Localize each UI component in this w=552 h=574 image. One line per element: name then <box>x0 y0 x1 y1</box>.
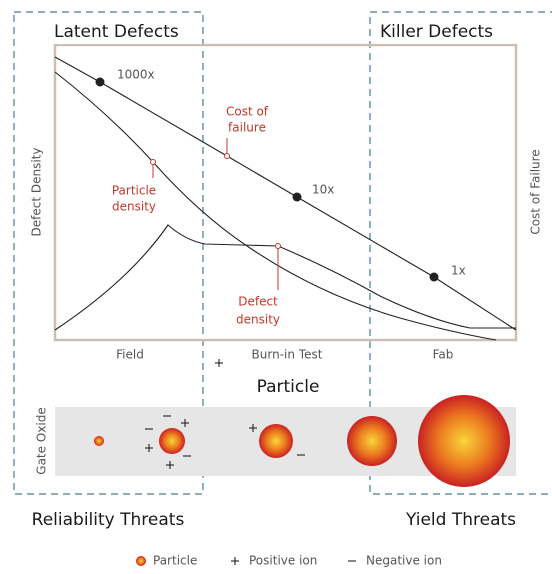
curve-label: Defect <box>238 295 278 309</box>
axis-label: Cost of Failure <box>529 149 543 234</box>
curve-label: Cost of <box>226 105 269 119</box>
axis-label: Defect Density <box>30 148 44 237</box>
title: Latent Defects <box>54 22 179 42</box>
plus-mark <box>215 359 223 367</box>
stage: Field <box>116 348 144 362</box>
legend-label: Negative ion <box>366 554 442 568</box>
legend-label: Particle <box>153 554 197 568</box>
particle <box>418 395 510 487</box>
curve-label: failure <box>228 121 266 135</box>
dot <box>293 193 302 202</box>
legend-swatch <box>231 557 239 565</box>
row-title: Particle <box>257 377 320 397</box>
dot <box>151 160 156 165</box>
multiplier: 10x <box>312 183 334 197</box>
curve-label: density <box>236 313 280 327</box>
curve-label: density <box>112 200 156 214</box>
footer-label: Reliability Threats <box>32 510 185 530</box>
particle <box>159 428 185 454</box>
defect-curve <box>55 225 516 330</box>
legend-label: Positive ion <box>249 554 317 568</box>
dot <box>225 154 230 159</box>
dot <box>96 78 105 87</box>
legend-swatch <box>136 556 146 566</box>
footer-label: Yield Threats <box>405 510 516 530</box>
stage: Fab <box>433 348 454 362</box>
dot <box>430 273 439 282</box>
band-label: Gate Oxide <box>35 407 49 474</box>
stage: Burn-in Test <box>252 348 323 362</box>
multiplier: 1000x <box>117 68 155 82</box>
particle <box>259 424 293 458</box>
dot <box>276 244 281 249</box>
multiplier: 1x <box>451 264 466 278</box>
particle <box>94 436 104 446</box>
diagram: Latent Defects Killer Defects 1000x 10x … <box>0 0 552 574</box>
particle <box>347 416 397 466</box>
title: Killer Defects <box>380 22 493 42</box>
curve-label: Particle <box>112 184 156 198</box>
